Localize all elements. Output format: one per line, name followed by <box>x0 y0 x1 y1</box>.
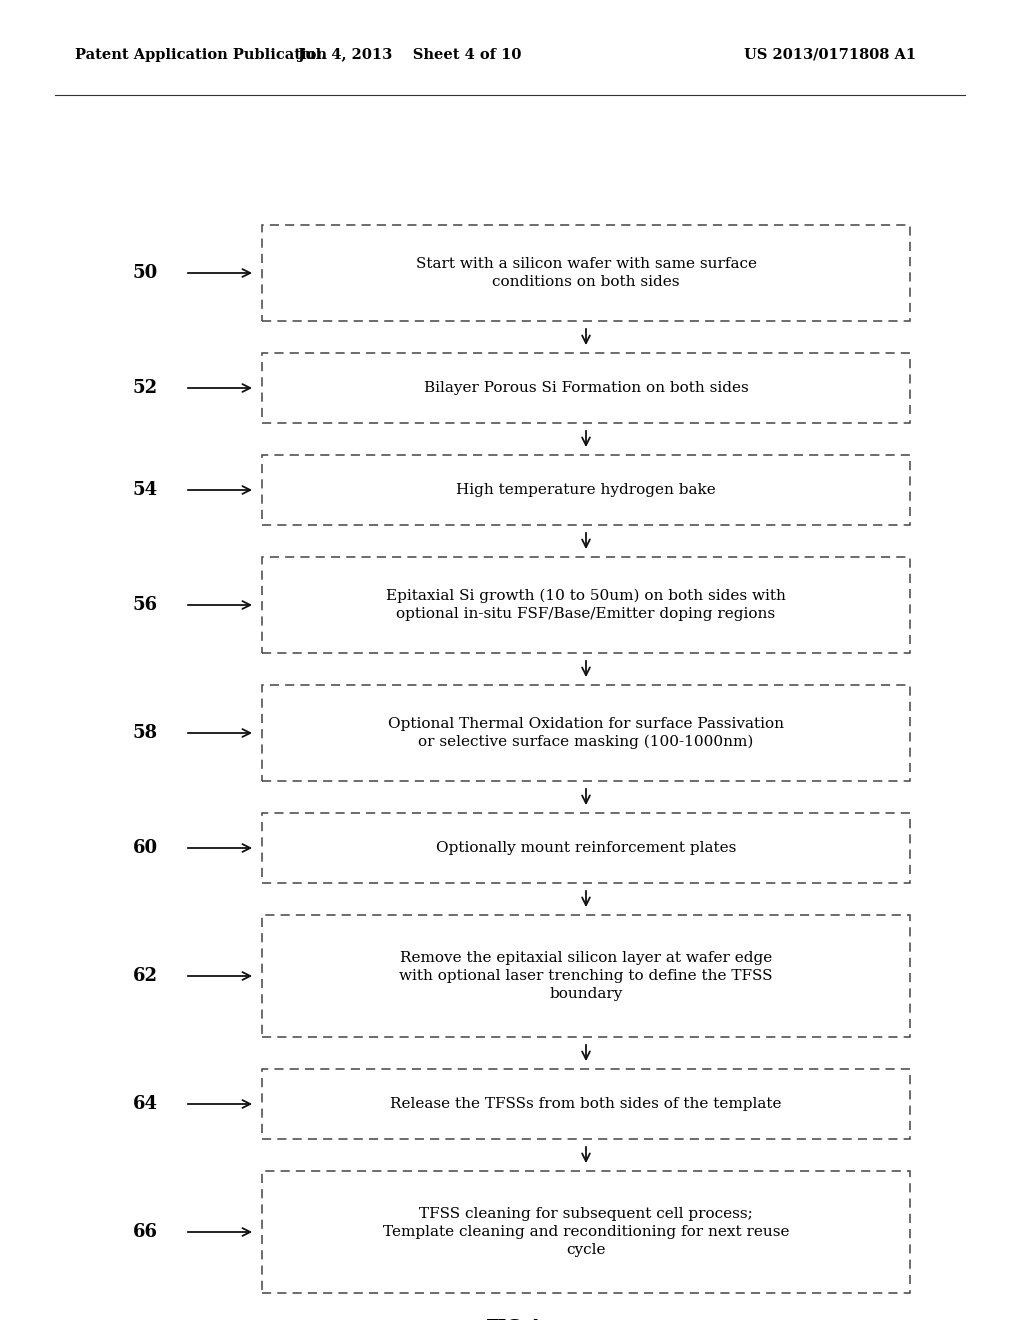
Text: 52: 52 <box>132 379 158 397</box>
Bar <box>262 352 910 422</box>
Bar <box>262 813 910 883</box>
Text: 60: 60 <box>132 840 158 857</box>
Bar <box>262 1069 910 1139</box>
Text: 54: 54 <box>132 480 158 499</box>
Bar <box>262 915 910 1038</box>
Bar <box>262 455 910 525</box>
Text: Bilayer Porous Si Formation on both sides: Bilayer Porous Si Formation on both side… <box>424 381 749 395</box>
Bar <box>262 224 910 321</box>
Text: Remove the epitaxial silicon layer at wafer edge
with optional laser trenching t: Remove the epitaxial silicon layer at wa… <box>399 950 773 1002</box>
Text: High temperature hydrogen bake: High temperature hydrogen bake <box>456 483 716 498</box>
Bar <box>262 1171 910 1294</box>
Text: 62: 62 <box>132 968 158 985</box>
Text: Epitaxial Si growth (10 to 50um) on both sides with
optional in-situ FSF/Base/Em: Epitaxial Si growth (10 to 50um) on both… <box>386 589 786 622</box>
Bar <box>262 685 910 781</box>
Text: Jul. 4, 2013    Sheet 4 of 10: Jul. 4, 2013 Sheet 4 of 10 <box>298 48 521 62</box>
Text: 66: 66 <box>132 1224 158 1241</box>
Text: 56: 56 <box>132 597 158 614</box>
Bar <box>262 557 910 653</box>
Text: Release the TFSSs from both sides of the template: Release the TFSSs from both sides of the… <box>390 1097 781 1111</box>
Text: 58: 58 <box>132 723 158 742</box>
Text: Optional Thermal Oxidation for surface Passivation
or selective surface masking : Optional Thermal Oxidation for surface P… <box>388 717 784 750</box>
Text: TFSS cleaning for subsequent cell process;
Template cleaning and reconditioning : TFSS cleaning for subsequent cell proces… <box>383 1206 790 1258</box>
Text: Patent Application Publication: Patent Application Publication <box>75 48 327 62</box>
Text: 50: 50 <box>132 264 158 282</box>
Text: 64: 64 <box>132 1096 158 1113</box>
Text: Start with a silicon wafer with same surface
conditions on both sides: Start with a silicon wafer with same sur… <box>416 257 757 289</box>
Text: US 2013/0171808 A1: US 2013/0171808 A1 <box>744 48 916 62</box>
Text: Optionally mount reinforcement plates: Optionally mount reinforcement plates <box>436 841 736 855</box>
